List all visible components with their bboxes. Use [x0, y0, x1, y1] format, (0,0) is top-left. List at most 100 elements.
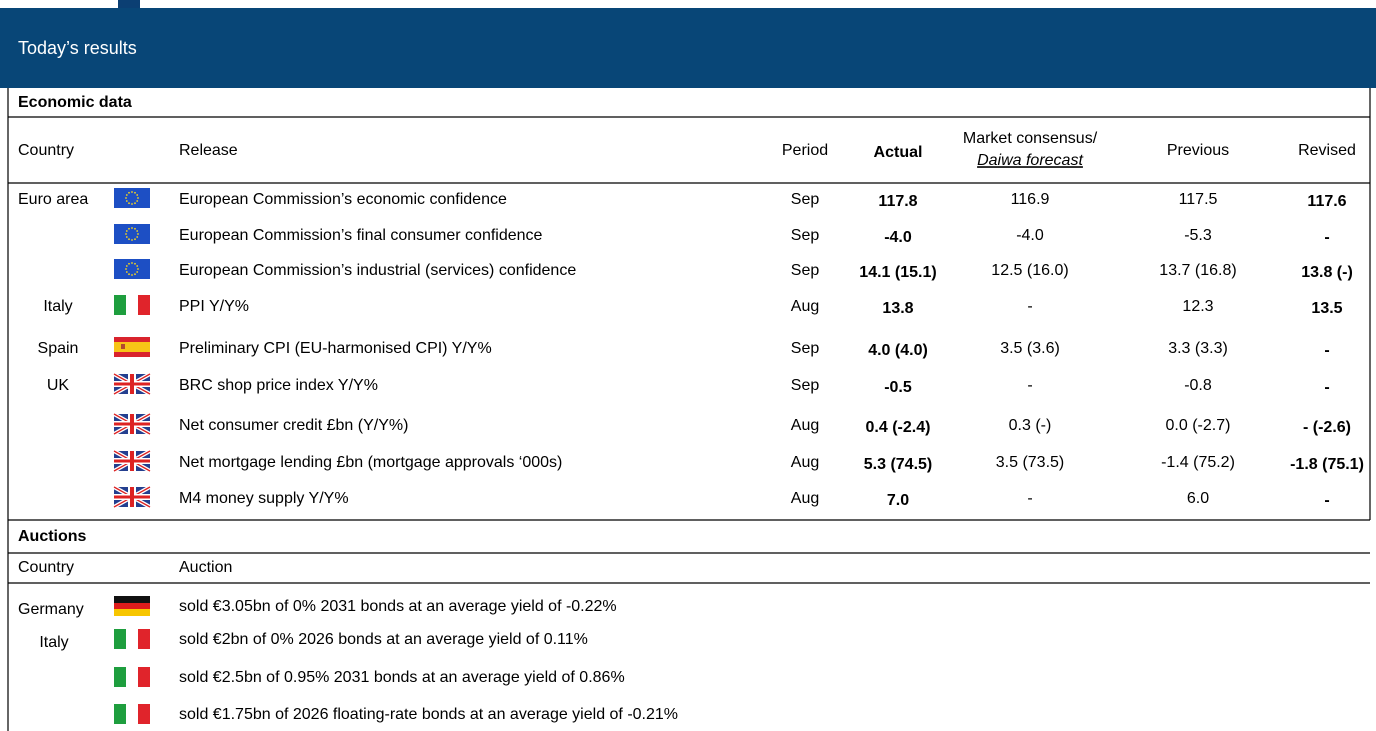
- flag-part: [137, 197, 139, 199]
- flag-part: [136, 265, 139, 267]
- country: Italy: [43, 298, 72, 315]
- flag: [113, 485, 151, 509]
- actual: 14.1 (15.1): [859, 264, 936, 281]
- flag: [113, 412, 151, 436]
- col-header: Revised: [1298, 142, 1356, 159]
- col-header: Previous: [1167, 142, 1229, 159]
- flag-part: [114, 295, 126, 315]
- flag-part: [125, 233, 127, 235]
- flag-part: [114, 224, 150, 244]
- flag-part: [138, 704, 150, 724]
- country: UK: [47, 377, 70, 394]
- consensus: -: [1027, 377, 1032, 394]
- revised: 13.5: [1311, 300, 1342, 317]
- section-title: Auctions: [18, 528, 87, 545]
- flag-part: [128, 202, 130, 205]
- flag-part: [128, 238, 130, 241]
- flag-part: [114, 495, 150, 499]
- release: Net mortgage lending £bn (mortgage appro…: [179, 454, 562, 471]
- previous: 0.0 (-2.7): [1166, 417, 1231, 434]
- country: Euro area: [18, 191, 88, 208]
- flag-part: [134, 227, 136, 230]
- actual: 0.4 (-2.4): [866, 419, 931, 436]
- flag-part: [128, 262, 130, 265]
- release: BRC shop price index Y/Y%: [179, 377, 378, 394]
- flag: [114, 704, 150, 724]
- flag-part: [136, 236, 139, 238]
- consensus: 3.5 (73.5): [996, 454, 1064, 471]
- auction: sold €2.5bn of 0.95% 2031 bonds at an av…: [179, 669, 625, 686]
- period: Sep: [791, 262, 820, 279]
- actual: 117.8: [878, 193, 917, 210]
- consensus: -: [1027, 298, 1032, 315]
- rows: Euro area European Commission’s economic …: [18, 188, 1364, 724]
- flag-part: [125, 271, 128, 273]
- previous: 13.7 (16.8): [1159, 262, 1236, 279]
- col-header: Auction: [179, 559, 232, 576]
- release: Net consumer credit £bn (Y/Y%): [179, 417, 408, 434]
- flag: [113, 449, 151, 473]
- release: M4 money supply Y/Y%: [179, 490, 349, 507]
- flag-part: [134, 202, 136, 205]
- revised: 13.8 (-): [1301, 264, 1353, 281]
- flag-part: [138, 667, 150, 687]
- flag-part: [114, 459, 150, 463]
- consensus: 12.5 (16.0): [991, 262, 1068, 279]
- flag-part: [126, 295, 138, 315]
- actual: -4.0: [884, 229, 912, 246]
- flag-part: [131, 227, 133, 229]
- col-header: Country: [18, 559, 74, 576]
- flag-part: [134, 191, 136, 194]
- flag-part: [136, 194, 139, 196]
- flag-part: [114, 342, 150, 352]
- flag-part: [131, 203, 133, 205]
- actual: 13.8: [882, 300, 913, 317]
- flag-part: [114, 188, 150, 208]
- flag-part: [128, 273, 130, 276]
- flag-part: [136, 200, 139, 202]
- period: Sep: [791, 340, 820, 357]
- flag-part: [134, 273, 136, 276]
- header-title: Today’s results: [18, 38, 137, 58]
- period: Aug: [791, 298, 819, 315]
- revised: -: [1324, 379, 1329, 396]
- release: Preliminary CPI (EU-harmonised CPI) Y/Y%: [179, 340, 492, 357]
- col-header: Release: [179, 142, 238, 159]
- flag-part: [114, 704, 126, 724]
- flag-part: [125, 194, 128, 196]
- consensus: -: [1027, 490, 1032, 507]
- previous: -1.4 (75.2): [1161, 454, 1235, 471]
- flag-part: [126, 667, 138, 687]
- period: Sep: [791, 227, 820, 244]
- consensus: 0.3 (-): [1009, 417, 1052, 434]
- flag-part: [114, 596, 150, 603]
- release: European Commission’s economic confidenc…: [179, 191, 507, 208]
- flag-part: [136, 230, 139, 232]
- actual: -0.5: [884, 379, 912, 396]
- col-header: Actual: [874, 144, 923, 161]
- flag-part: [125, 265, 128, 267]
- actual: 7.0: [887, 492, 909, 509]
- country: Italy: [39, 634, 68, 651]
- flag-part: [137, 233, 139, 235]
- flag-part: [138, 295, 150, 315]
- header-bar: [0, 8, 1376, 88]
- flag: [114, 337, 150, 357]
- auction: sold €3.05bn of 0% 2031 bonds at an aver…: [179, 598, 617, 615]
- flag-part: [137, 268, 139, 270]
- previous: 12.3: [1182, 298, 1213, 315]
- col-header: Market consensus/: [963, 130, 1098, 147]
- country: Spain: [38, 340, 79, 357]
- flag-part: [114, 422, 150, 426]
- flag-part: [128, 227, 130, 230]
- flag-part: [114, 609, 150, 616]
- auction: sold €1.75bn of 2026 floating-rate bonds…: [179, 706, 678, 723]
- flag-part: [128, 191, 130, 194]
- col-header: Country: [18, 142, 74, 159]
- section-title: Economic data: [18, 94, 132, 111]
- revised: -1.8 (75.1): [1290, 456, 1364, 473]
- flag-part: [125, 197, 127, 199]
- revised: 117.6: [1307, 193, 1346, 210]
- flag-part: [131, 262, 133, 264]
